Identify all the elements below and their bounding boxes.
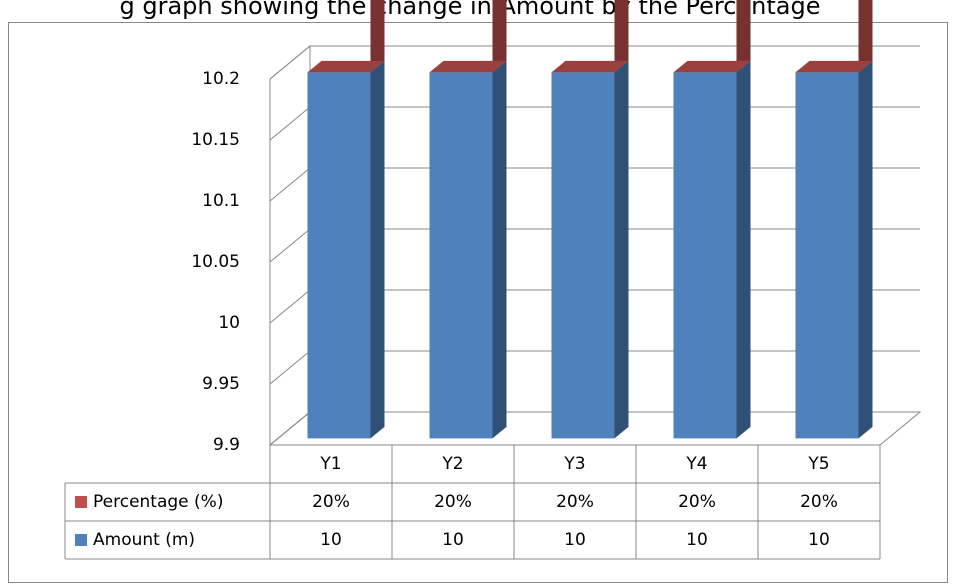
bar: [795, 72, 859, 439]
data-label: 20%: [434, 492, 472, 512]
data-label: 10: [442, 530, 464, 550]
y-tick-label: 10: [218, 313, 240, 333]
x-tick-label: Y4: [685, 454, 707, 474]
x-tick-label: Y5: [807, 454, 829, 474]
data-label: 20%: [678, 492, 716, 512]
bar: [307, 72, 371, 439]
data-label: 20%: [800, 492, 838, 512]
bar-top: [673, 60, 751, 73]
bar-side: [858, 60, 873, 439]
y-tick-label: 10.15: [191, 130, 240, 150]
data-label: 10: [320, 530, 342, 550]
legend-key: [75, 534, 87, 546]
bar-top: [429, 60, 507, 73]
data-label: 10: [564, 530, 586, 550]
x-tick-label: Y3: [563, 454, 585, 474]
y-tick-label: 9.95: [202, 374, 240, 394]
y-tick-label: 10.2: [202, 69, 240, 89]
bar-side: [858, 0, 873, 73]
bar: [551, 72, 615, 439]
bar-top: [551, 60, 629, 73]
bar-side: [736, 0, 751, 73]
bar-side: [370, 60, 385, 439]
chart-title: g graph showing the change in Amount by …: [119, 0, 820, 20]
y-tick-label: 9.9: [213, 435, 240, 455]
y-tick-label: 10.1: [202, 191, 240, 211]
y-tick-label: 10.05: [191, 252, 240, 272]
x-tick-label: Y2: [441, 454, 463, 474]
bar-side: [614, 0, 629, 73]
bar-side: [736, 60, 751, 439]
legend-label: Percentage (%): [93, 492, 223, 512]
bar-top: [307, 60, 385, 73]
legend-key: [75, 496, 87, 508]
bar-side: [492, 0, 507, 73]
bar-side: [492, 60, 507, 439]
data-label: 10: [686, 530, 708, 550]
x-tick-label: Y1: [319, 454, 341, 474]
bar-top: [795, 60, 873, 73]
data-label: 20%: [312, 492, 350, 512]
grid-line: [269, 45, 920, 80]
legend-label: Amount (m): [93, 530, 195, 550]
data-label: 20%: [556, 492, 594, 512]
bar: [673, 72, 737, 439]
bar-side: [370, 0, 385, 73]
bar-side: [614, 60, 629, 439]
bar: [429, 72, 493, 439]
data-label: 10: [808, 530, 830, 550]
